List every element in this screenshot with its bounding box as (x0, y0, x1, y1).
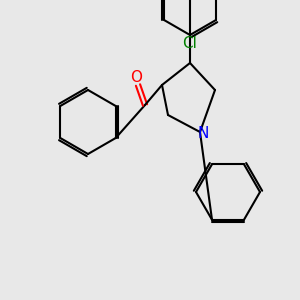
Text: Cl: Cl (183, 35, 197, 50)
Text: N: N (197, 127, 209, 142)
Text: O: O (130, 70, 142, 85)
